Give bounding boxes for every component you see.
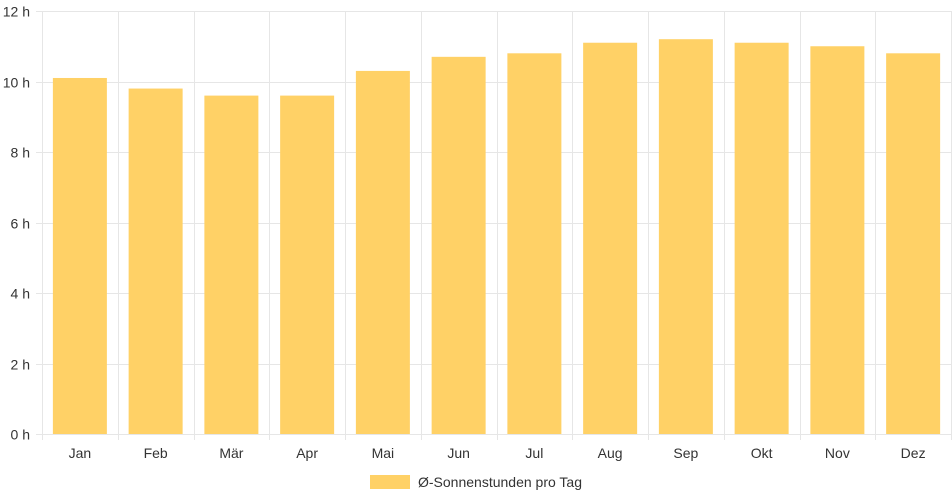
x-tick-label: Jul — [525, 445, 543, 461]
bar-jun[interactable] — [431, 56, 486, 434]
x-tick-label: Sep — [673, 445, 698, 461]
bars — [52, 39, 941, 435]
grid-lines — [36, 11, 952, 440]
x-tick-label: Feb — [144, 445, 168, 461]
x-tick-label: Jan — [69, 445, 92, 461]
y-tick-label: 4 h — [11, 286, 30, 302]
bar-dez[interactable] — [886, 53, 941, 435]
legend-swatch — [370, 475, 410, 489]
y-axis-ticks: 0 h 2 h 4 h 6 h 8 h 10 h 12 h — [3, 4, 30, 443]
x-tick-label: Nov — [825, 445, 850, 461]
bar-aug[interactable] — [583, 42, 638, 434]
x-tick-label: Okt — [751, 445, 773, 461]
x-tick-label: Mai — [372, 445, 395, 461]
y-tick-label: 12 h — [3, 4, 30, 20]
bar-jan[interactable] — [52, 77, 107, 434]
x-axis-ticks: Jan Feb Mär Apr Mai Jun Jul Aug Sep Okt Nov Dez — [69, 445, 926, 461]
y-tick-label: 2 h — [11, 357, 30, 373]
y-tick-label: 10 h — [3, 75, 30, 91]
bar-okt[interactable] — [734, 42, 789, 434]
bar-feb[interactable] — [128, 88, 183, 435]
bar-sep[interactable] — [658, 39, 713, 434]
x-tick-label: Mär — [219, 445, 243, 461]
bar-nov[interactable] — [810, 46, 865, 434]
y-tick-label: 8 h — [11, 145, 30, 161]
y-tick-label: 0 h — [11, 427, 30, 443]
bar-apr[interactable] — [280, 95, 335, 434]
y-tick-label: 6 h — [11, 216, 30, 232]
bar-jul[interactable] — [507, 53, 562, 435]
legend-label: Ø-Sonnenstunden pro Tag — [418, 474, 582, 490]
x-tick-label: Dez — [901, 445, 926, 461]
x-tick-label: Aug — [598, 445, 623, 461]
legend[interactable]: Ø-Sonnenstunden pro Tag — [370, 474, 582, 490]
x-tick-label: Jun — [447, 445, 470, 461]
x-tick-label: Apr — [296, 445, 318, 461]
bar-mai[interactable] — [355, 70, 410, 435]
bar-mär[interactable] — [204, 95, 259, 434]
